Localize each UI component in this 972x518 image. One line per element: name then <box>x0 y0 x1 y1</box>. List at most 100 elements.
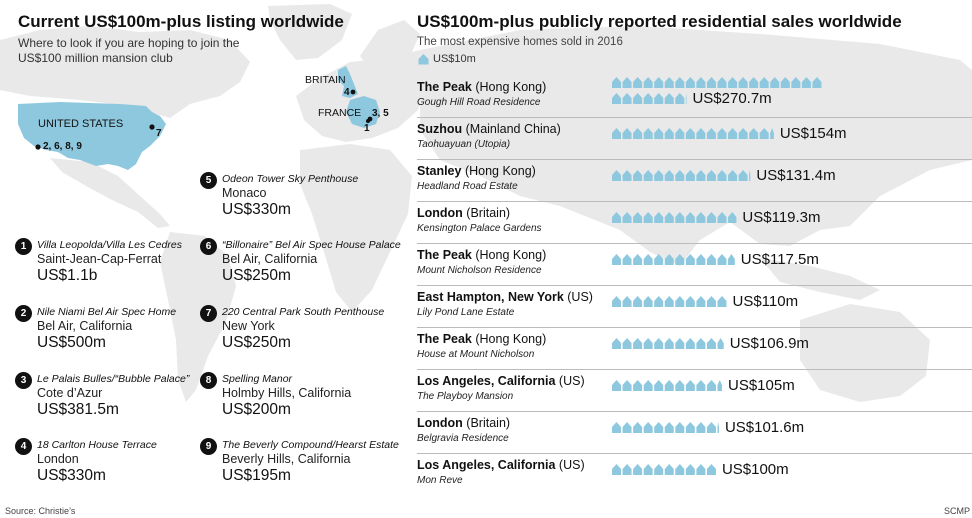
listing-name: “Billonaire” Bel Air Spec House Palace <box>222 239 401 251</box>
row-divider <box>417 201 972 202</box>
listing-number-badge: 9 <box>200 438 217 455</box>
sale-region: (US) <box>555 458 585 472</box>
house-icon <box>622 380 632 391</box>
right-title: US$100m-plus publicly reported residenti… <box>417 12 902 31</box>
sale-city: East Hampton, New York (US) <box>417 290 593 304</box>
legend-house-icon <box>418 54 429 65</box>
united-states-highlight <box>18 102 166 170</box>
house-icon <box>696 338 706 349</box>
sale-city-name: The Peak <box>417 80 472 94</box>
house-icon <box>622 422 632 433</box>
row-divider <box>417 117 972 118</box>
map-label-britain: BRITAIN <box>305 74 346 86</box>
house-icon <box>633 93 643 104</box>
sale-property-name: Belgravia Residence <box>417 433 509 444</box>
house-icon <box>696 380 706 391</box>
house-icon <box>728 77 738 88</box>
house-icon <box>675 128 685 139</box>
house-icon <box>675 212 685 223</box>
house-icon <box>706 212 716 223</box>
house-icon <box>728 170 738 181</box>
house-icon <box>612 93 621 104</box>
sale-city: Stanley (Hong Kong) <box>417 164 536 178</box>
listing-name: The Beverly Compound/Hearst Estate <box>222 439 399 451</box>
north-america-shape <box>0 26 250 118</box>
house-icon <box>664 170 674 181</box>
listing-location: Bel Air, California <box>37 319 133 333</box>
house-icon <box>622 296 632 307</box>
listing-location: New York <box>222 319 275 333</box>
house-icon <box>696 212 706 223</box>
house-icon <box>664 296 674 307</box>
house-icon <box>612 296 621 307</box>
sale-city: London (Britain) <box>417 416 510 430</box>
central-america-shape <box>50 158 170 228</box>
marker-london <box>350 89 356 95</box>
sale-city-name: Los Angeles, California <box>417 374 556 388</box>
left-subtitle-line2: US$100 million mansion club <box>18 51 173 65</box>
house-icon <box>696 170 706 181</box>
sale-city-name: East Hampton, New York <box>417 290 564 304</box>
sale-region: (Britain) <box>462 206 511 220</box>
sale-city: Los Angeles, California (US) <box>417 374 585 388</box>
house-icon <box>706 170 716 181</box>
house-icon <box>643 128 653 139</box>
house-icon <box>696 464 706 475</box>
house-icon <box>612 170 621 181</box>
listing-location: Monaco <box>222 186 267 200</box>
house-icon <box>801 77 811 88</box>
scandinavia-shape <box>360 20 420 72</box>
house-icon <box>622 212 632 223</box>
house-icon <box>654 254 664 265</box>
row-divider <box>417 369 972 370</box>
sale-value-label: US$110m <box>732 293 799 310</box>
listing-name: Villa Leopolda/Villa Les Cedres <box>37 239 182 251</box>
sale-property-name: Mon Reve <box>417 475 463 486</box>
house-icon <box>643 254 653 265</box>
sale-value-label: US$105m <box>728 377 795 394</box>
house-icon <box>643 93 653 104</box>
sale-region: (US) <box>563 290 593 304</box>
sale-region: (Hong Kong) <box>471 332 547 346</box>
map-label-france: FRANCE <box>318 107 362 119</box>
house-icon <box>643 422 653 433</box>
asia-shape <box>420 26 972 266</box>
south-america-shape <box>160 232 236 402</box>
house-icon <box>685 128 695 139</box>
sale-value-label: US$154m <box>779 125 847 142</box>
house-icon <box>706 296 716 307</box>
house-icon <box>622 170 632 181</box>
sale-city: London (Britain) <box>417 206 510 220</box>
house-icon <box>696 254 706 265</box>
marker-label-monaco: 3, 5 <box>372 108 389 119</box>
sale-property-name: Gough Hill Road Residence <box>417 97 541 108</box>
house-icon <box>664 338 674 349</box>
marker-label-london: 4 <box>344 87 350 98</box>
sale-city-name: Stanley <box>417 164 462 178</box>
marker-la <box>35 144 41 150</box>
sale-city: The Peak (Hong Kong) <box>417 248 546 262</box>
house-icon <box>717 254 727 265</box>
house-icon <box>654 296 664 307</box>
house-icon <box>622 464 632 475</box>
row-divider <box>417 327 972 328</box>
house-icon <box>706 77 716 88</box>
sale-region: (Hong Kong) <box>471 248 547 262</box>
marker-label-la: 2, 6, 8, 9 <box>43 141 82 152</box>
house-icon <box>696 422 706 433</box>
house-icon <box>643 77 653 88</box>
row-divider <box>417 159 972 160</box>
marker-label-ny: 7 <box>156 128 162 139</box>
sale-city-name: The Peak <box>417 332 472 346</box>
sale-region: (Britain) <box>462 416 511 430</box>
house-icon <box>685 254 695 265</box>
house-icon <box>717 296 727 307</box>
house-icon <box>717 338 724 349</box>
sale-property-name: The Playboy Mansion <box>417 391 514 402</box>
listing-price: US$200m <box>222 401 291 418</box>
house-icon <box>633 296 643 307</box>
house-icon <box>612 464 621 475</box>
listing-price: US$381.5m <box>37 401 119 418</box>
